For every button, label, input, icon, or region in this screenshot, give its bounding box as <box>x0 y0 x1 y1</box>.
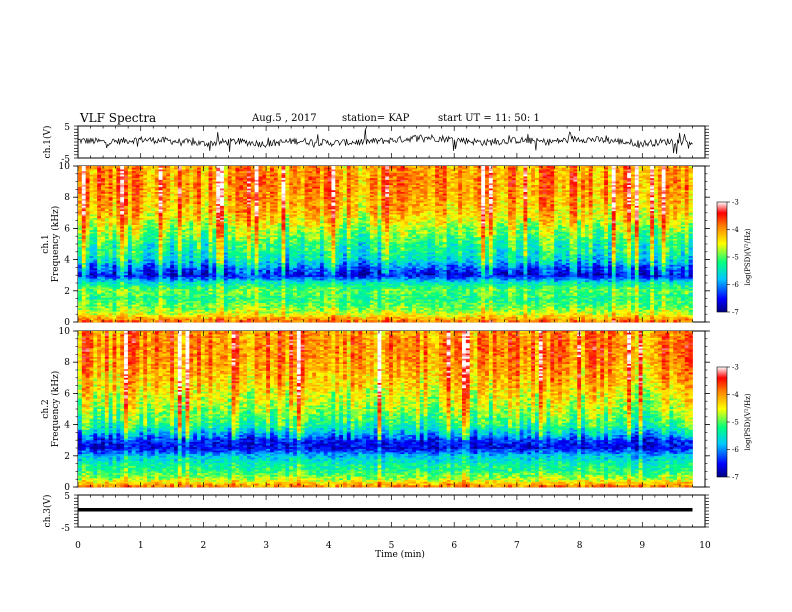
time-tick-label: 9 <box>639 541 645 551</box>
ch1-spec-ylabel2: Frequency (kHz) <box>50 206 61 283</box>
time-tick-label: 7 <box>514 541 520 551</box>
colorbar-tick-label: -7 <box>732 309 739 317</box>
ch1-waveform-panel: 5 -5 ch.1(V) <box>42 123 709 165</box>
time-tick-label: 4 <box>326 541 332 551</box>
ch3-waveform-panel: 5 -5 ch.3(V) 0 1 2 3 4 5 6 7 8 9 10 Time (min) <box>42 492 711 560</box>
frequency-tick-label: 4 <box>64 421 70 431</box>
time-tick-label: 0 <box>75 541 81 551</box>
colorbar-tick-label: -3 <box>732 199 739 207</box>
ch2-spectrogram-image <box>78 331 693 487</box>
frequency-tick-label: 2 <box>64 287 70 297</box>
figure-title: VLF Spectra <box>80 111 156 125</box>
ch2-spec-ylabel2: Frequency (kHz) <box>50 371 61 448</box>
colorbar-tick-label: -3 <box>732 364 739 372</box>
ch1-colorbar-label: log(PSD)(V²/Hz) <box>744 228 752 285</box>
time-tick-label: 3 <box>263 541 269 551</box>
start-time-label: start UT = 11: 50: 1 <box>438 113 540 124</box>
frequency-tick-label: 2 <box>64 452 70 462</box>
frequency-tick-label: 6 <box>64 389 70 399</box>
ch1-colorbar-gradient <box>717 202 727 312</box>
colorbar-tick-label: -4 <box>732 226 739 234</box>
ch3-ytick-bottom: -5 <box>61 524 70 534</box>
time-tick-label: 1 <box>138 541 144 551</box>
ch1-spectrogram-image <box>78 166 693 322</box>
time-tick-label: 10 <box>699 541 711 551</box>
colorbar-tick-label: -5 <box>732 419 739 427</box>
frequency-tick-label: 10 <box>59 162 71 172</box>
ch2-colorbar-label: log(PSD)(V²/Hz) <box>744 393 752 450</box>
colorbar-tick-label: -6 <box>732 446 739 454</box>
date-label: Aug.5 , 2017 <box>252 113 317 124</box>
ch3-ytick-top: 5 <box>64 492 70 502</box>
ch1-colorbar-ticks: -3 -4 -5 -6 -7 <box>727 199 739 317</box>
vlf-spectra-figure: 5 -5 ch.1(V) 0 2 4 6 8 10 ch.1 Frequency (kHz… <box>0 0 792 612</box>
frequency-tick-label: 10 <box>59 327 71 337</box>
frequency-tick-label: 8 <box>64 193 70 203</box>
time-tick-label: 2 <box>201 541 207 551</box>
frequency-tick-label: 8 <box>64 358 70 368</box>
ch2-colorbar-gradient <box>717 367 727 477</box>
time-tick-label: 6 <box>451 541 457 551</box>
ch2-colorbar-ticks: -3 -4 -5 -6 -7 <box>727 364 739 482</box>
colorbar-tick-label: -7 <box>732 474 739 482</box>
colorbar-tick-label: -6 <box>732 281 739 289</box>
frequency-tick-label: 4 <box>64 256 70 266</box>
ch1-ylabel: ch.1(V) <box>42 126 53 159</box>
time-tick-label: 8 <box>577 541 583 551</box>
ch2-spec-ylabel: ch.2 <box>41 399 51 418</box>
ch2-colorbar: -3 -4 -5 -6 -7 log(PSD)(V²/Hz) <box>717 364 752 482</box>
colorbar-tick-label: -5 <box>732 254 739 262</box>
ch1-colorbar: -3 -4 -5 -6 -7 log(PSD)(V²/Hz) <box>717 199 752 317</box>
station-label: station= KAP <box>342 113 409 124</box>
ch1-ytick-top: 5 <box>64 123 70 133</box>
ch3-ylabel: ch.3(V) <box>42 495 53 528</box>
time-axis-label: Time (min) <box>375 549 425 560</box>
frequency-tick-label: 6 <box>64 224 70 234</box>
colorbar-tick-label: -4 <box>732 391 739 399</box>
ch1-spec-ylabel: ch.1 <box>41 234 51 253</box>
